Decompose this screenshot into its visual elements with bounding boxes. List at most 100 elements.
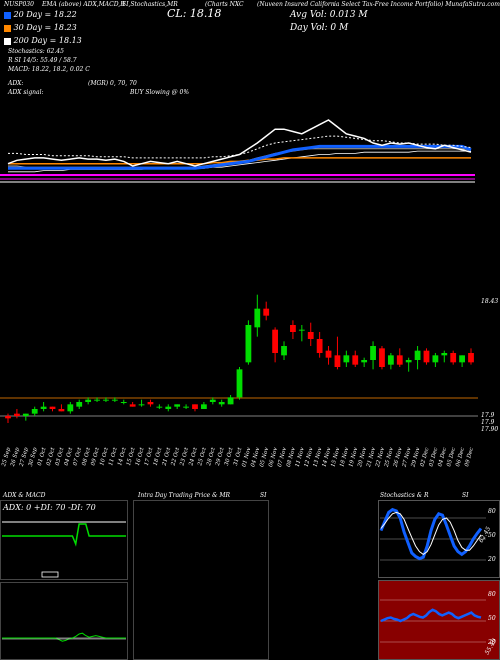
candle-body [111,399,118,401]
date-tick-label: 06 Nov [268,446,279,468]
price-mid: 17.9 [481,412,495,419]
rsi-line [380,608,482,623]
candle-body [67,404,74,412]
mr-panel [133,500,269,660]
candle-body [387,355,394,365]
date-tick-label: 19 Nov [348,446,359,468]
date-tick-label: 26 Nov [393,446,404,469]
candle-body [272,329,279,353]
price-close-line [7,119,472,167]
date-tick-label: 18 Nov [339,446,350,468]
date-tick-label: 28 Oct [206,446,217,467]
date-tick-label: 13 Nov [313,446,324,468]
date-tick-label: 14 Nov [321,446,332,468]
date-tick-label: 01 Nov [241,446,252,468]
stoch-tick-50: 50 [488,532,496,539]
candle-body [361,360,368,363]
date-tick-label: 08 Nov [286,446,297,468]
rsi-tick-20: 20 [487,639,496,646]
date-tick-label: 07 Nov [277,446,288,468]
rsi-tick-80: 80 [488,591,496,598]
stoch-title-text: Stochastics & R [380,492,429,499]
price-top: 18.43 [481,298,498,305]
price-bottom: 17.9 [481,419,495,426]
stoch-label: Stochastics: 62.45 [8,48,64,55]
date-tick-label: 06 Dec [455,447,466,467]
candle-body [423,350,430,363]
date-tick-label: 05 Nov [259,446,270,468]
candle-body [218,402,225,405]
candle-body [468,353,474,363]
stoch-tick-20: 20 [487,556,496,563]
price-bottom-2: 17.90 [481,426,498,433]
rsi-label: R SI 14/5: 55.49 / 58.7 [8,57,77,64]
date-tick-label: 15 Nov [330,446,341,468]
ema20-label: 20 Day = 18.22 [4,10,77,19]
ema-layer [0,119,475,183]
stoch-si-text: SI [462,492,469,499]
date-tick-label: 04 Dec [437,447,448,467]
header-ema-note: EMA (above) ADX,MACD,R [42,1,125,8]
date-tick-label: 15 Oct [126,446,137,466]
rsi-value-label: 55.49 [484,637,499,656]
date-tick-label: 21 Oct [161,446,172,467]
candle-body [5,416,11,419]
macd-line [2,632,126,642]
date-tick-label: 03 Dec [428,447,439,467]
candle-body [370,346,376,360]
stoch-k-line [379,507,483,561]
candle-body [192,404,198,409]
date-tick-label: 29 Nov [410,446,421,469]
adx-panel: ADX: 0 +DI: 70 -DI: 70 [0,500,128,580]
date-tick-label: 25 Sep [1,447,12,469]
ema20-value: 20 Day = 18.22 [13,10,77,19]
candle-body [22,413,29,416]
date-tick-label: 27 Nov [401,446,412,469]
candle-body [316,339,323,353]
header-symbol: NUSP030 [4,1,34,8]
stoch-rsi-svg: 80 50 20 62.45 80 50 20 55.49 [379,507,499,656]
candle-body [14,413,20,416]
candle-body [334,355,341,367]
date-tick-label: 26 Sep [10,447,21,469]
date-tick-label: 02 Oct [46,446,57,466]
ema200-box [4,37,11,45]
candle-body [40,406,47,409]
candle-body [58,409,65,412]
ema200-label: 200 Day = 18.13 [4,36,82,45]
candle-layer [0,294,478,423]
candle-body [432,355,439,363]
candle-body [76,402,83,407]
ema200-value: 200 Day = 18.13 [13,36,82,45]
candle-body [307,332,314,339]
date-tick-label: 24 Oct [188,446,199,467]
adx-marker [41,571,59,578]
ema-20-line [8,144,472,170]
stoch-d-line [380,511,482,556]
candle-body [183,406,189,408]
candle-body [254,308,261,328]
candle-body [379,348,385,367]
date-tick-label: 25 Oct [197,446,208,467]
adx-label: ADX: [8,80,24,87]
candle-body [245,325,252,363]
candle-body [352,355,359,365]
mr-title-text: Intra Day Trading Price & MR [138,492,231,499]
header-name-2: ia Select Tax-Free Income Portfolio) Mun… [334,1,500,8]
date-tick-label: 17 Oct [144,446,155,466]
date-tick-label: 25 Nov [384,446,395,469]
close-label: CL: 18.18 [167,7,222,20]
date-tick-label: 21 Nov [366,446,377,469]
candle-body [165,406,172,409]
candle-body [209,399,216,402]
header-charts: (Charts NXC [205,1,244,8]
date-tick-label: 09 Dec [464,447,475,467]
rsi-layer [380,599,486,643]
macd-label: MACD: 18.22, 18.2, 0.02 C [8,66,90,73]
candle-body [396,355,403,365]
candle-body [263,308,270,316]
ema30-box [4,24,11,32]
candle-body [236,369,243,398]
